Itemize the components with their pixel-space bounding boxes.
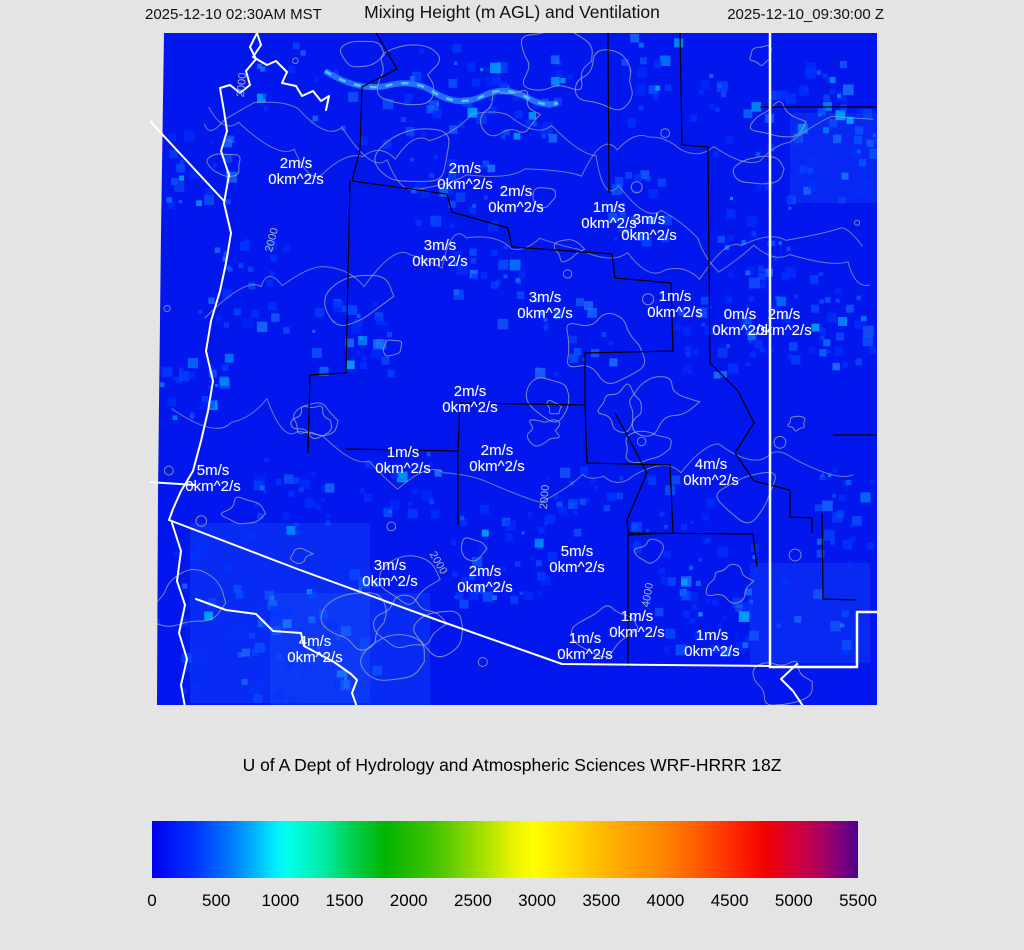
local-valid-time: 2025-12-10 02:30AM MST (145, 6, 322, 23)
map-graphic (150, 33, 877, 705)
colorbar-tick-label: 500 (201, 891, 231, 910)
colorbar-tick-label: 4500 (710, 891, 749, 910)
credit-line: U of A Dept of Hydrology and Atmospheric… (242, 755, 782, 775)
colorbar-tick-label: 1500 (325, 891, 364, 910)
colorbar-tick-label: 2500 (453, 891, 492, 910)
colorbar-tick-label: 3500 (582, 891, 621, 910)
page-title: Mixing Height (m AGL) and Ventilation (364, 2, 660, 22)
colorbar (152, 821, 858, 878)
forecast-map: 2m/s 0km^2/s 2m/s 0km^2/s 2m/s 0km^2/s 1m/s 0km… (150, 33, 877, 705)
colorbar-tick-label: 2000 (389, 891, 428, 910)
colorbar-tick-label: 5500 (839, 891, 877, 910)
colorbar-scale: 0 500 1000 1500 2000 2500 3000 3500 4000 4500 5000… (147, 891, 877, 913)
colorbar-tick-label: 5000 (774, 891, 813, 910)
colorbar-tick-label: 1000 (261, 891, 300, 910)
colorbar-tick-label: 0 (147, 891, 157, 910)
colorbar-tick-label: 4000 (646, 891, 685, 910)
colorbar-tick-label: 3000 (518, 891, 556, 910)
utc-valid-time: 2025-12-10_09:30:00 Z (727, 6, 884, 23)
